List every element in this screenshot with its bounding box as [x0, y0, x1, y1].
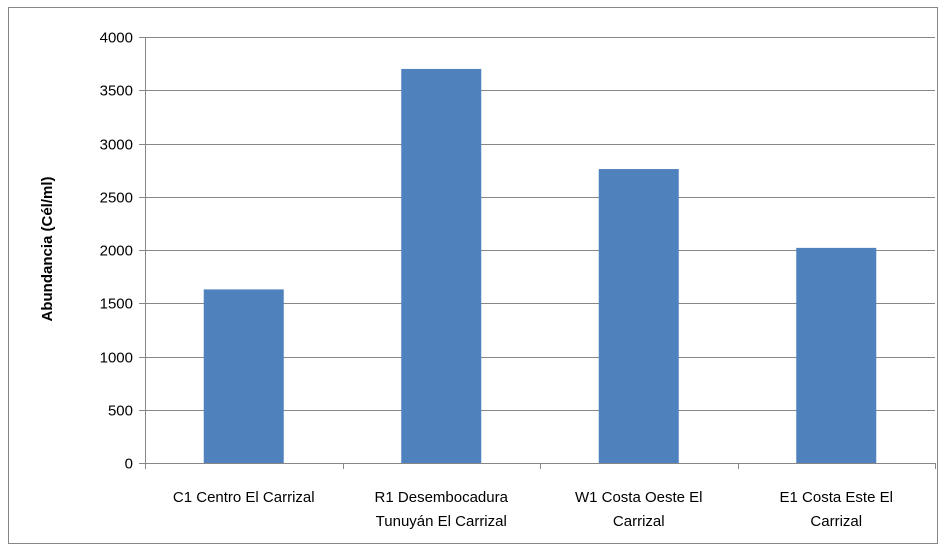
- y-tick-labels: 0 500 1000 1500 2000 2500 3000 3500 4000: [100, 30, 133, 473]
- y-tick-label: 3000: [100, 137, 133, 154]
- bar: [203, 289, 284, 463]
- y-tick-label: 4000: [100, 30, 133, 47]
- bar: [598, 169, 679, 463]
- bar: [796, 247, 877, 463]
- x-category-label: E1 Costa Este El Carrizal: [780, 489, 893, 530]
- bars: [203, 68, 877, 463]
- x-category-label: C1 Centro El Carrizal: [173, 489, 315, 506]
- y-tick-label: 2000: [100, 243, 133, 260]
- y-tick-label: 500: [108, 403, 133, 420]
- y-tick-label: 3500: [100, 83, 133, 100]
- y-axis-title: Abundancia (Cél/ml): [39, 176, 56, 321]
- y-tick-label: 1000: [100, 350, 133, 367]
- y-tick-label: 1500: [100, 296, 133, 313]
- x-category-labels: C1 Centro El Carrizal R1 Desembocadura Tun…: [173, 489, 893, 530]
- x-category-label: W1 Costa Oeste El Carrizal: [575, 489, 703, 530]
- bar: [401, 68, 482, 463]
- x-category-label: R1 Desembocadura Tunuyán El Carrizal: [375, 489, 509, 530]
- y-tick-label: 2500: [100, 190, 133, 207]
- axes: [139, 37, 936, 469]
- y-tick-label: 0: [125, 456, 133, 473]
